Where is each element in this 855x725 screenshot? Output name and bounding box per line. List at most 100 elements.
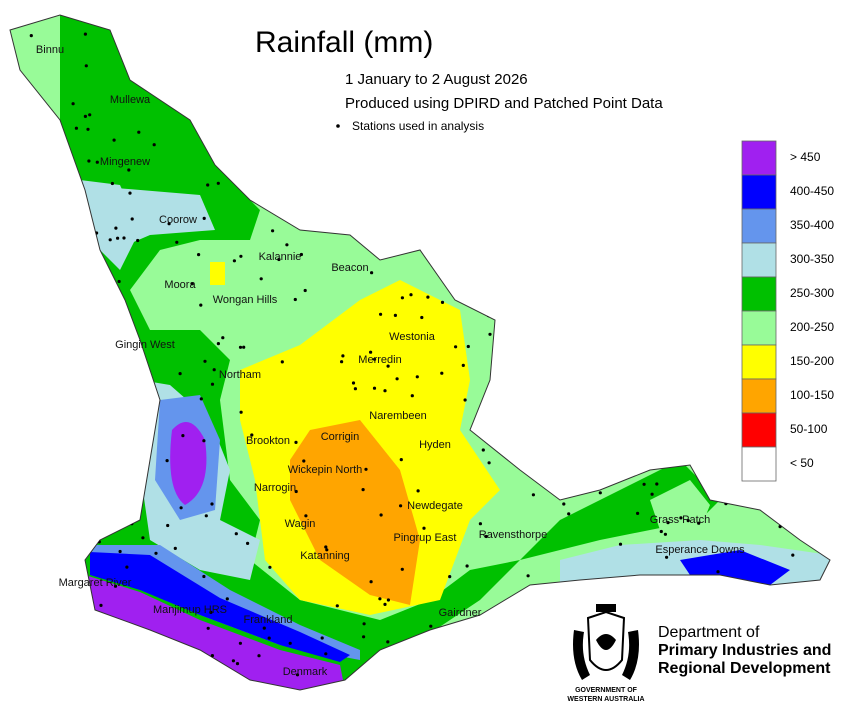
- station: [400, 674, 404, 678]
- station: [202, 574, 206, 579]
- station: [415, 375, 419, 379]
- legend-swatch: [741, 242, 777, 278]
- station: [526, 574, 530, 578]
- station: [112, 138, 116, 142]
- station: [59, 265, 64, 269]
- rainfall-zone: [170, 422, 207, 505]
- station: [636, 511, 640, 515]
- legend-swatch: [741, 310, 777, 346]
- station: [697, 521, 701, 525]
- station: [74, 126, 78, 130]
- station: [625, 455, 629, 459]
- station: [59, 254, 63, 258]
- station: [232, 259, 236, 263]
- station: [153, 43, 157, 47]
- station: [372, 136, 376, 140]
- station: [46, 279, 50, 283]
- station: [474, 630, 478, 634]
- station: [400, 567, 404, 571]
- legend-label: 300-350: [790, 252, 834, 266]
- station: [394, 214, 398, 218]
- station: [494, 114, 499, 118]
- station: [410, 394, 414, 398]
- station: [583, 483, 587, 487]
- station: [528, 666, 532, 670]
- station: [285, 243, 289, 247]
- legend-swatch: [741, 208, 777, 244]
- station: [383, 389, 387, 393]
- station: [191, 116, 195, 120]
- station: [487, 461, 491, 465]
- place-label: Beacon: [331, 262, 368, 274]
- legend-label: 50-100: [790, 422, 828, 436]
- place-label: Moora: [164, 279, 196, 291]
- station: [31, 545, 35, 549]
- legend-swatch: [741, 276, 777, 312]
- station: [681, 678, 685, 682]
- legend-label: 100-150: [790, 388, 834, 402]
- station: [181, 434, 185, 438]
- station: [293, 297, 297, 302]
- rainfall-zone: [210, 262, 225, 285]
- station: [567, 512, 571, 516]
- station: [234, 532, 238, 536]
- station: [45, 576, 49, 580]
- station: [393, 313, 397, 317]
- station: [379, 513, 383, 517]
- station: [262, 626, 266, 630]
- station: [466, 344, 470, 349]
- station: [125, 26, 129, 31]
- station: [216, 342, 220, 346]
- station: [120, 506, 124, 510]
- station: [175, 240, 179, 244]
- station: [394, 650, 398, 654]
- station: [341, 354, 345, 358]
- station: [137, 130, 141, 134]
- station: [386, 598, 390, 602]
- station: [294, 440, 298, 444]
- station: [127, 168, 131, 172]
- station: [166, 523, 170, 528]
- place-label: Coorow: [159, 214, 197, 226]
- station: [731, 468, 735, 472]
- station: [81, 607, 85, 611]
- station: [456, 239, 460, 243]
- station: [447, 205, 452, 209]
- station: [239, 254, 243, 258]
- crest-text: WESTERN AUSTRALIA: [567, 696, 644, 703]
- station: [84, 64, 88, 68]
- station: [40, 426, 44, 430]
- station: [125, 565, 129, 569]
- rainfall-zone: [80, 185, 215, 250]
- station: [364, 467, 368, 471]
- station: [66, 610, 70, 614]
- station: [152, 143, 156, 147]
- station: [246, 541, 250, 546]
- station: [99, 603, 103, 608]
- station: [69, 256, 73, 260]
- station: [615, 600, 619, 604]
- place-label: Hyden: [419, 439, 451, 451]
- station: [369, 580, 373, 584]
- station: [92, 349, 96, 354]
- station: [21, 674, 25, 678]
- station: [586, 469, 591, 474]
- station: [150, 19, 154, 23]
- station: [544, 604, 548, 608]
- station: [254, 687, 258, 690]
- station: [202, 439, 206, 443]
- station: [230, 57, 234, 61]
- station: [390, 186, 394, 190]
- legend-swatch: [741, 446, 777, 482]
- legend-label: < 50: [790, 456, 814, 470]
- station: [130, 217, 134, 221]
- station: [87, 159, 91, 163]
- station: [118, 549, 122, 554]
- station: [210, 502, 214, 506]
- station: [204, 514, 208, 518]
- station: [374, 174, 379, 178]
- station: [716, 570, 720, 574]
- place-label: Wickepin North: [288, 464, 363, 476]
- station: [800, 677, 804, 681]
- station: [546, 601, 550, 605]
